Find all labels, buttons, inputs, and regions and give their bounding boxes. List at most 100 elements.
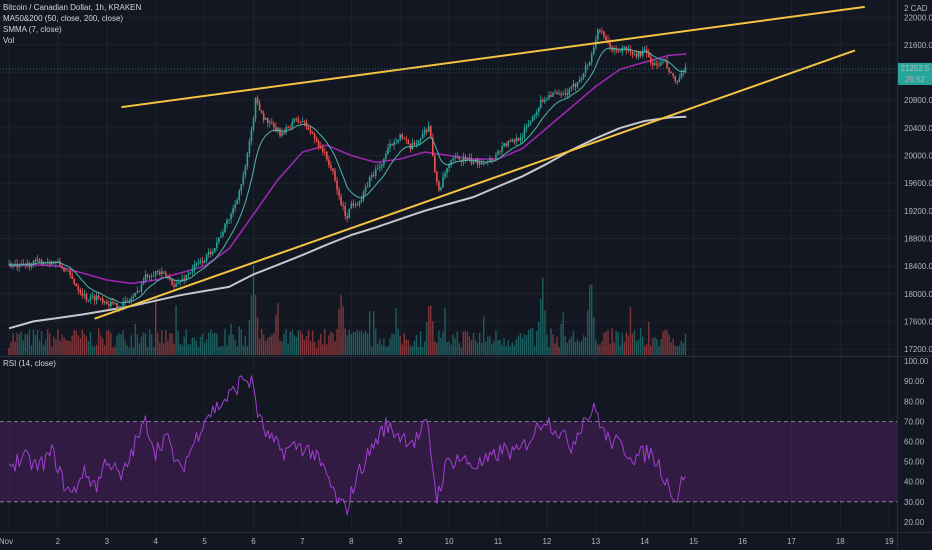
candle-body xyxy=(326,151,328,160)
volume-bar xyxy=(267,337,269,355)
candle-body xyxy=(525,126,528,129)
volume-bar xyxy=(525,335,528,355)
candle-body xyxy=(590,54,593,62)
candle-body xyxy=(460,159,463,162)
volume-bar xyxy=(417,346,420,355)
volume-bar xyxy=(269,336,271,355)
candle-body xyxy=(275,126,277,132)
symbol-title[interactable]: Bitcoin / Canadian Dollar, 1h, KRAKEN xyxy=(3,3,142,12)
volume-bar xyxy=(130,335,132,355)
time-tick-label: 18 xyxy=(836,537,845,546)
trendline-lower xyxy=(94,49,856,320)
volume-bar xyxy=(399,335,401,355)
candle-body xyxy=(112,301,114,304)
candle-body xyxy=(364,186,367,192)
candle-body xyxy=(572,83,575,87)
time-tick-label: 7 xyxy=(300,537,305,546)
candle-body xyxy=(374,169,377,176)
ma-indicator-label[interactable]: MA50&200 (50, close, 200, close) xyxy=(3,14,124,23)
candle-body xyxy=(513,139,516,142)
volume-bar xyxy=(124,340,126,355)
volume-bar xyxy=(187,344,189,355)
candle-body xyxy=(652,63,654,66)
price-tick-label: 18400.0 xyxy=(904,262,932,271)
volume-bar xyxy=(258,339,261,355)
candle-body xyxy=(91,295,94,297)
volume-bar xyxy=(81,329,84,355)
volume-bar xyxy=(350,334,352,355)
volume-bar xyxy=(348,329,350,355)
candle-body xyxy=(511,139,514,142)
candle-body xyxy=(269,122,271,124)
candle-body xyxy=(425,129,428,132)
candle-body xyxy=(211,251,214,254)
candle-body xyxy=(358,202,361,205)
volume-bar xyxy=(20,331,22,355)
volume-bar xyxy=(625,332,628,355)
smma-indicator-label[interactable]: SMMA (7, close) xyxy=(3,25,62,34)
candle-body xyxy=(185,275,188,281)
volume-bar xyxy=(163,343,165,355)
candle-body xyxy=(273,123,275,127)
candle-body xyxy=(71,275,73,279)
volume-bar xyxy=(138,343,141,355)
candle-body xyxy=(79,290,82,293)
volume-bar xyxy=(472,332,475,355)
volume-bar xyxy=(611,328,613,355)
candle-body xyxy=(156,271,159,272)
volume-bar xyxy=(582,335,585,355)
candle-body xyxy=(118,308,120,309)
volume-bar xyxy=(75,330,77,355)
candle-body xyxy=(368,177,371,187)
rsi-indicator-label[interactable]: RSI (14, close) xyxy=(3,359,56,368)
candle-body xyxy=(213,247,216,252)
volume-bar xyxy=(275,315,277,355)
volume-bar xyxy=(134,323,137,355)
volume-bar xyxy=(193,337,196,355)
volume-bar xyxy=(381,344,383,355)
candle-body xyxy=(20,263,23,265)
candle-body xyxy=(393,142,395,146)
volume-bar xyxy=(279,340,281,355)
candle-body xyxy=(250,129,253,142)
candle-body xyxy=(454,157,457,159)
volume-bar xyxy=(30,345,33,355)
volume-bar xyxy=(542,277,544,355)
volume-bar xyxy=(656,339,658,355)
candle-body xyxy=(432,137,434,156)
volume-bar xyxy=(556,336,558,355)
volume-bar xyxy=(454,338,456,355)
volume-bar xyxy=(108,330,110,355)
candle-body xyxy=(578,79,581,83)
volume-bar xyxy=(401,344,403,355)
candle-body xyxy=(660,62,662,66)
volume-bar xyxy=(682,342,685,355)
volume-bar xyxy=(493,341,495,355)
volume-bar xyxy=(157,332,159,355)
candle-body xyxy=(191,269,194,273)
candle-body xyxy=(376,168,379,170)
volume-bar xyxy=(59,340,61,355)
candle-body xyxy=(515,138,518,142)
volume-bar xyxy=(397,328,399,355)
candle-body xyxy=(228,219,230,220)
candle-body xyxy=(142,281,145,285)
candle-body xyxy=(138,291,141,292)
volume-bar xyxy=(607,329,609,355)
volume-bar xyxy=(405,339,408,355)
candle-body xyxy=(495,154,497,161)
price-tick-label: 20800.0 xyxy=(904,96,932,105)
volume-bar xyxy=(240,329,242,355)
volume-bar xyxy=(332,332,334,355)
volume-bar xyxy=(189,344,192,355)
volume-indicator-label[interactable]: Vol xyxy=(3,36,15,45)
volume-bar xyxy=(102,338,104,355)
volume-bar xyxy=(415,335,418,355)
candle-body xyxy=(489,158,491,162)
candle-body xyxy=(73,278,75,284)
candle-body xyxy=(252,118,255,130)
candle-body xyxy=(391,144,393,146)
candle-body xyxy=(65,270,67,272)
volume-bar xyxy=(552,334,554,355)
